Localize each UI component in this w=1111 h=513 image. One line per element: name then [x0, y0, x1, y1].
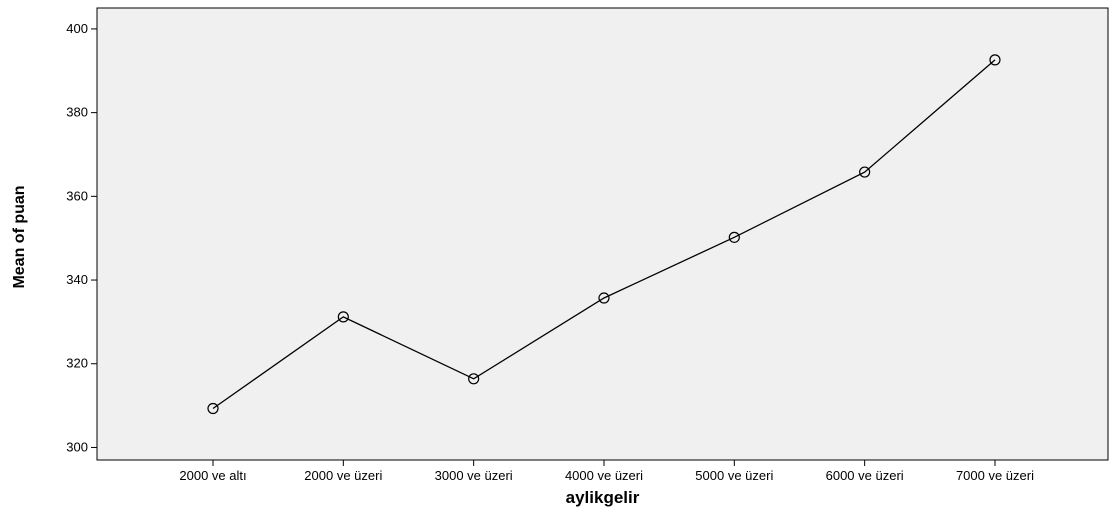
data-point	[468, 373, 480, 385]
data-point	[598, 292, 610, 304]
x-axis-title: aylikgelir	[566, 488, 640, 507]
x-tick-label: 3000 ve üzeri	[435, 468, 513, 483]
y-axis-title: Mean of puan	[11, 185, 28, 288]
y-tick-label: 320	[66, 356, 88, 371]
data-point	[207, 402, 219, 415]
x-tick-label: 2000 ve üzeri	[304, 468, 382, 483]
series-layer	[207, 54, 1001, 415]
x-tick-label: 4000 ve üzeri	[565, 468, 643, 483]
y-tick-label: 400	[66, 21, 88, 36]
x-tick-label: 7000 ve üzeri	[956, 468, 1034, 483]
data-point	[728, 231, 740, 243]
y-axis: 300 320 340 360 380 400	[66, 21, 97, 454]
y-tick-label: 340	[66, 272, 88, 287]
x-tick-label: 5000 ve üzeri	[695, 468, 773, 483]
data-point	[337, 311, 349, 323]
y-tick-label: 360	[66, 188, 88, 203]
y-tick-label: 300	[66, 439, 88, 454]
x-tick-label: 2000 ve altı	[179, 468, 246, 483]
plot-area	[96, 7, 1109, 461]
x-tick-label: 6000 ve üzeri	[826, 468, 904, 483]
x-axis: 2000 ve altı 2000 ve üzeri 3000 ve üzeri 40…	[179, 460, 1034, 483]
series-line	[212, 59, 996, 410]
y-tick-label: 380	[66, 105, 88, 120]
data-point	[859, 166, 871, 178]
data-point	[989, 54, 1001, 66]
